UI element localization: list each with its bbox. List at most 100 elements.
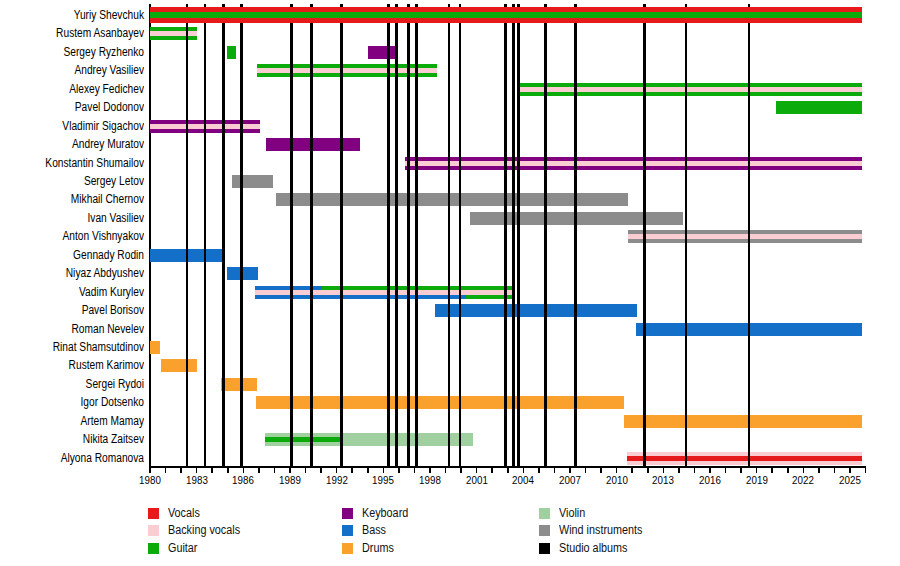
member-bar — [150, 27, 197, 40]
x-axis-tick — [694, 468, 696, 473]
x-axis-tick — [771, 468, 773, 473]
studio-album-line — [544, 4, 547, 466]
studio-album-line — [504, 4, 507, 466]
member-label: Roman Nevelev — [22, 322, 144, 337]
x-axis-tick — [678, 468, 680, 473]
member-label: Sergey Letov — [22, 174, 144, 189]
x-axis-tick — [787, 468, 789, 473]
bar-stripe — [150, 36, 197, 40]
studio-album-line — [574, 4, 577, 466]
legend-swatch-guitar — [148, 543, 159, 554]
studio-album-line — [415, 4, 418, 466]
bar-stripe — [519, 92, 861, 96]
legend-label: Wind instruments — [559, 523, 642, 537]
x-axis-tick — [414, 468, 416, 473]
x-axis-tick — [429, 468, 431, 473]
x-axis-tick — [554, 468, 556, 473]
member-bar — [150, 341, 160, 354]
member-label: Artem Mamay — [22, 414, 144, 429]
member-label: Niyaz Abdyushev — [22, 266, 144, 281]
bar-stripe — [257, 73, 437, 77]
x-axis-tick — [398, 468, 400, 473]
x-axis-tick — [383, 468, 385, 473]
member-label: Igor Dotsenko — [22, 395, 144, 410]
x-axis-label: 2013 — [652, 474, 674, 486]
x-axis-tick — [569, 468, 571, 473]
x-axis-tick — [243, 468, 245, 473]
x-axis-tick — [523, 468, 525, 473]
x-axis-tick — [258, 468, 260, 473]
legend-swatch-albums — [539, 543, 550, 554]
studio-album-line — [517, 4, 520, 466]
x-axis-label: 2004 — [512, 474, 534, 486]
x-axis-tick — [336, 468, 338, 473]
studio-album-line — [395, 4, 398, 466]
legend-label: Studio albums — [559, 541, 627, 555]
member-label: Pavel Dodonov — [22, 100, 144, 115]
studio-album-line — [459, 4, 462, 466]
member-label: Alexey Fedichev — [22, 82, 144, 97]
legend-swatch-bass — [342, 525, 353, 536]
x-axis-tick — [196, 468, 198, 473]
x-axis-tick — [616, 468, 618, 473]
member-label: Anton Vishnyakov — [22, 229, 144, 244]
y-axis-line — [149, 4, 151, 467]
member-label: Yuriy Shevchuk — [22, 8, 144, 23]
legend-label: Keyboard — [362, 506, 408, 520]
studio-album-line — [310, 4, 313, 466]
studio-album-line — [407, 4, 410, 466]
legend-swatch-wind — [539, 525, 550, 536]
legend-swatch-backing_vocals — [148, 525, 159, 536]
member-label: Sergey Ryzhenko — [22, 45, 144, 60]
member-label: Pavel Borisov — [22, 303, 144, 318]
x-axis-label: 2007 — [559, 474, 581, 486]
member-label: Rustem Asanbayev — [22, 26, 144, 41]
x-axis-tick — [460, 468, 462, 473]
legend-label: Vocals — [168, 506, 200, 520]
x-axis-tick — [740, 468, 742, 473]
x-axis-tick — [289, 468, 291, 473]
x-axis-tick — [367, 468, 369, 473]
legend-swatch-violin — [539, 508, 550, 519]
x-axis-tick — [647, 468, 649, 473]
x-axis-label: 2016 — [699, 474, 721, 486]
member-label: Andrey Muratov — [22, 137, 144, 152]
member-label: Ivan Vasiliev — [22, 211, 144, 226]
legend-label: Violin — [559, 506, 585, 520]
member-bar — [776, 101, 862, 114]
bar-stripe — [265, 442, 341, 446]
band-members-timeline-chart: Yuriy Shevchuk Rustem Asanbayev Sergey Ryz… — [0, 0, 900, 566]
x-axis-tick — [663, 468, 665, 473]
x-axis-tick — [305, 468, 307, 473]
x-axis-tick — [818, 468, 820, 473]
x-axis-tick — [865, 468, 867, 473]
studio-album-line — [685, 4, 688, 466]
legend-label: Bass — [362, 523, 386, 537]
x-axis-tick — [274, 468, 276, 473]
x-axis-tick — [351, 468, 353, 473]
studio-album-line — [290, 4, 293, 466]
studio-album-line — [204, 4, 207, 466]
member-label: Rinat Shamsutdinov — [22, 340, 144, 355]
member-bar — [435, 304, 636, 317]
x-axis-label: 1998 — [419, 474, 441, 486]
x-axis-line — [149, 466, 866, 468]
member-bar — [628, 230, 861, 243]
studio-album-line — [222, 4, 225, 466]
member-bar — [161, 359, 197, 372]
x-axis-tick — [585, 468, 587, 473]
x-axis-label: 1986 — [232, 474, 254, 486]
member-bar — [266, 138, 360, 151]
x-axis-tick — [803, 468, 805, 473]
member-label: Mikhail Chernov — [22, 192, 144, 207]
member-label: Vladimir Sigachov — [22, 119, 144, 134]
x-axis-label: 1980 — [139, 474, 161, 486]
member-bar — [232, 175, 273, 188]
x-axis-tick — [631, 468, 633, 473]
x-axis-tick — [476, 468, 478, 473]
x-axis-tick — [600, 468, 602, 473]
x-axis-tick — [165, 468, 167, 473]
legend-label: Backing vocals — [168, 523, 240, 537]
member-label: Konstantin Shumailov — [22, 156, 144, 171]
x-axis-tick — [725, 468, 727, 473]
